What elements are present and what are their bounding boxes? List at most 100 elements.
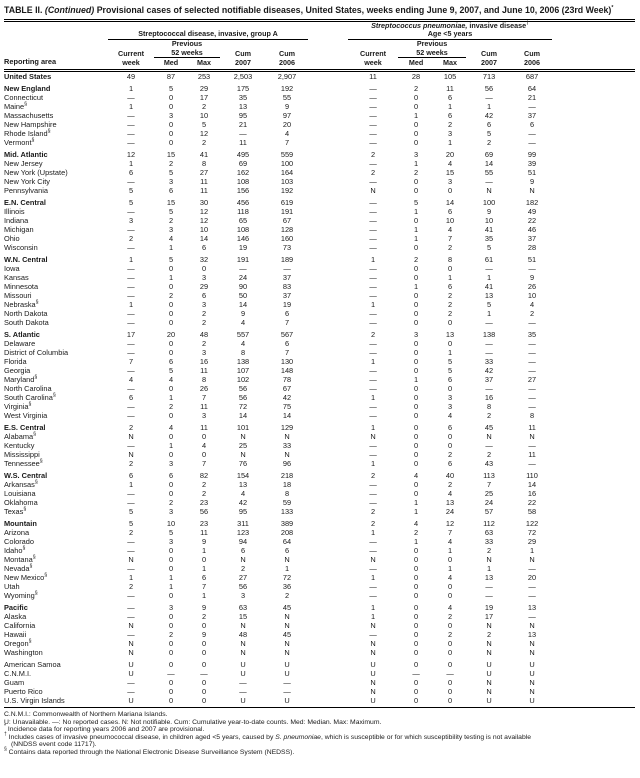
area-row: Nevada§ — 0 1 2 1 — 0 1 1 — [4, 564, 635, 573]
value-cell: 41 [199, 150, 209, 159]
value-cell: 6 [447, 93, 453, 102]
value-cell: — [127, 411, 135, 420]
value-cell: 2 [168, 159, 174, 168]
value-cell: 6 [168, 471, 174, 480]
value-cell: 2 [413, 528, 419, 537]
reporting-area-cell: South Dakota [4, 318, 49, 327]
reporting-area-cell: Massachusetts [4, 111, 54, 120]
value-cell: 4 [284, 129, 290, 138]
column-gap [308, 93, 348, 102]
right-margin-filler [552, 621, 635, 630]
value-cell: 146 [236, 234, 250, 243]
value-cell: 1 [413, 537, 419, 546]
column-gap [308, 489, 348, 498]
value-cell: 3 [168, 225, 174, 234]
value-cell: 5 [486, 300, 492, 309]
value-cell: 8 [486, 402, 492, 411]
value-cell: 35 [527, 330, 537, 339]
right-margin-filler [552, 375, 635, 384]
value-cell: 2 [201, 318, 207, 327]
value-cell: 0 [413, 603, 419, 612]
value-cell: 1 [413, 111, 419, 120]
value-cell: 0 [168, 648, 174, 657]
value-cell: 557 [236, 330, 250, 339]
value-cell: 37 [527, 234, 537, 243]
value-cell: 14 [527, 480, 537, 489]
area-row: District of Columbia — 0 3 8 7 — 0 1 — — [4, 348, 635, 357]
value-cell: 33 [484, 537, 494, 546]
value-cell: 45 [282, 603, 292, 612]
value-cell: 2 [201, 489, 207, 498]
value-cell: N [486, 432, 492, 441]
right-margin-filler [552, 216, 635, 225]
value-cell: 0 [447, 648, 453, 657]
value-cell: 0 [168, 384, 174, 393]
value-cell: 0 [447, 591, 453, 600]
reporting-area-cell: Tennessee§ [4, 458, 43, 468]
value-cell: 0 [168, 102, 174, 111]
value-cell: — [369, 273, 377, 282]
value-cell: 72 [282, 573, 292, 582]
value-cell: 16 [484, 393, 494, 402]
value-cell: 82 [199, 471, 209, 480]
value-cell: — [239, 687, 247, 696]
value-cell: 2 [370, 507, 376, 516]
value-cell: — [283, 264, 291, 273]
footnote: C.N.M.I.: Commonwealth of Northern Maria… [4, 711, 168, 718]
value-cell: 0 [168, 678, 174, 687]
value-cell: N [240, 555, 246, 564]
right-margin-filler [552, 564, 635, 573]
value-cell: 26 [199, 384, 209, 393]
value-cell: 5 [447, 366, 453, 375]
value-cell: N [240, 639, 246, 648]
value-cell: 1 [413, 507, 419, 516]
value-cell: 6 [201, 243, 207, 252]
value-cell: 7 [201, 393, 207, 402]
value-cell: — [369, 318, 377, 327]
reporting-area-cell: Pennsylvania [4, 186, 48, 195]
reporting-area-cell: Guam [4, 678, 25, 687]
value-cell: 3 [447, 402, 453, 411]
value-cell: 0 [168, 129, 174, 138]
value-cell: 6 [447, 282, 453, 291]
value-cell: 2 [413, 84, 419, 93]
column-gap [308, 216, 348, 225]
right-margin-filler [552, 678, 635, 687]
column-gap [308, 300, 348, 309]
value-cell: — [127, 612, 135, 621]
value-cell: 2 [486, 630, 492, 639]
value-cell: U [128, 669, 134, 678]
reporting-area-cell: Indiana [4, 216, 29, 225]
value-cell: 4 [447, 489, 453, 498]
value-cell: 5 [168, 168, 174, 177]
reporting-area-cell: Oregon§ [4, 638, 32, 648]
state-footnote-marker: § [47, 128, 51, 135]
state-footnote-marker: § [39, 458, 43, 465]
value-cell: 2 [201, 480, 207, 489]
area-row: Wisconsin — 1 6 19 73 — 0 2 5 28 [4, 243, 635, 252]
state-footnote-marker: § [44, 572, 48, 579]
right-margin-filler [552, 252, 635, 264]
value-cell: 3 [201, 348, 207, 357]
value-cell: 32 [199, 255, 209, 264]
value-cell: 56 [238, 582, 248, 591]
value-cell: 1 [201, 591, 207, 600]
value-cell: 12 [126, 150, 136, 159]
value-cell: — [369, 489, 377, 498]
value-cell: 87 [166, 72, 176, 81]
value-cell: 55 [282, 93, 292, 102]
right-margin-filler [552, 348, 635, 357]
right-margin-filler [552, 81, 635, 93]
reporting-area-cell: Kentucky [4, 441, 35, 450]
value-cell: 33 [282, 441, 292, 450]
value-cell: — [485, 348, 493, 357]
right-margin-filler [552, 282, 635, 291]
right-margin-filler [552, 102, 635, 111]
area-row: Alabama§ N 0 0 N N N 0 0 N N [4, 432, 635, 441]
value-cell: 14 [238, 300, 248, 309]
value-cell: 0 [168, 621, 174, 630]
spacer [266, 40, 308, 48]
value-cell: 6 [447, 423, 453, 432]
value-cell: 67 [282, 216, 292, 225]
right-margin-filler [552, 459, 635, 468]
